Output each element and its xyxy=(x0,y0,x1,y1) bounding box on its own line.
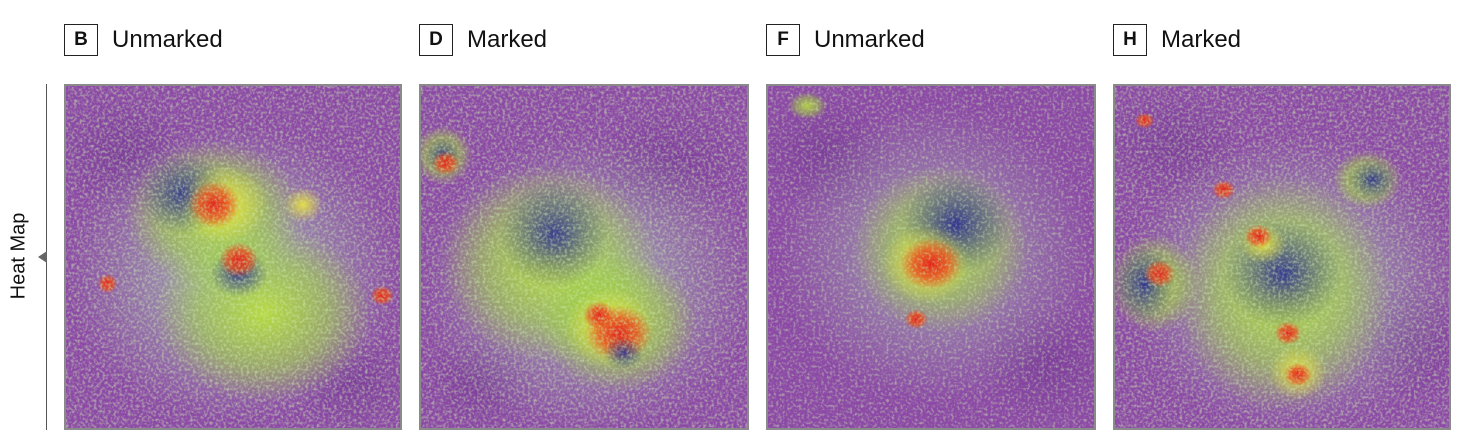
panel-title: Marked xyxy=(467,26,548,53)
panel-letter: D xyxy=(419,24,453,56)
panel-header: F Unmarked xyxy=(766,24,925,56)
panel-header: H Marked xyxy=(1113,24,1241,56)
panel-d: D Marked xyxy=(419,0,759,430)
panel-header: B Unmarked xyxy=(64,24,223,56)
panel-title: Marked xyxy=(1161,26,1242,53)
heatmap-image xyxy=(1113,84,1451,430)
heatmap-graphic xyxy=(421,86,747,428)
panel-title: Unmarked xyxy=(112,26,223,53)
heatmap-image xyxy=(766,84,1096,430)
heatmap-image xyxy=(419,84,749,430)
panel-title: Unmarked xyxy=(814,26,925,53)
panel-b: B Unmarked xyxy=(64,0,404,430)
panel-h: H Marked xyxy=(1113,0,1453,430)
heatmap-graphic xyxy=(66,86,400,428)
panel-letter: B xyxy=(64,24,98,56)
panel-header: D Marked xyxy=(419,24,547,56)
row-label: Heat Map xyxy=(7,212,30,300)
heatmap-image xyxy=(64,84,402,430)
panel-letter: F xyxy=(766,24,800,56)
heatmap-graphic xyxy=(1115,86,1449,428)
row-arrow-icon xyxy=(38,251,47,263)
heatmap-graphic xyxy=(768,86,1094,428)
panel-letter: H xyxy=(1113,24,1147,56)
panel-f: F Unmarked xyxy=(766,0,1106,430)
row-label-group: Heat Map xyxy=(0,84,50,430)
